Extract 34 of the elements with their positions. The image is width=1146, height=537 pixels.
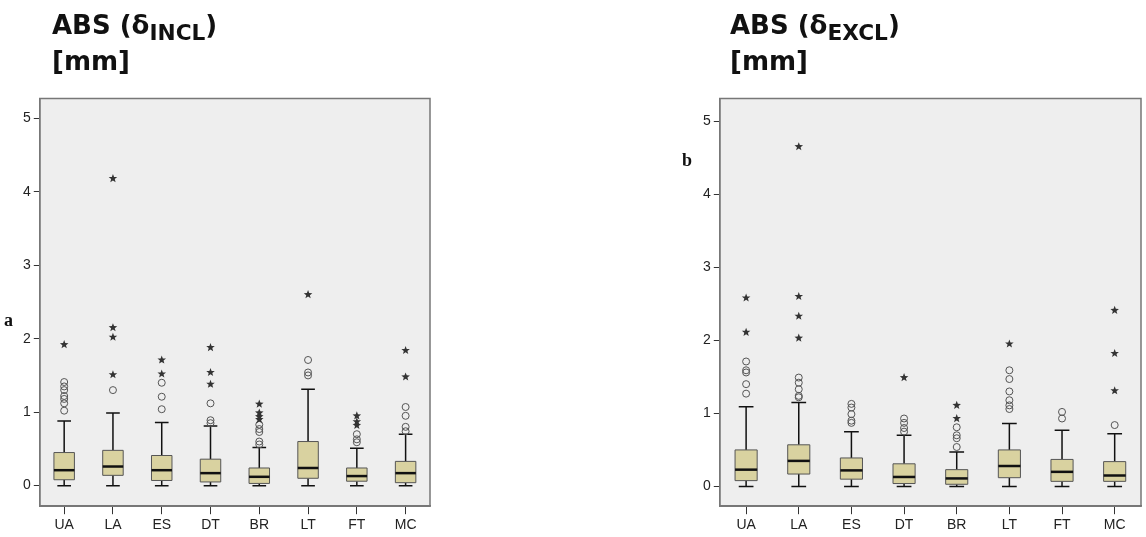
chart-subtitle: [mm]: [730, 45, 808, 78]
x-tick-label: LT: [1001, 516, 1018, 533]
y-tick-label: 1: [702, 404, 711, 421]
x-tick-label: FT: [348, 516, 366, 533]
chart-title: ABS (δ$_{INCL}$): [52, 10, 218, 46]
x-tick-label: FT: [1053, 516, 1072, 533]
x-tick-label: LT: [300, 516, 317, 533]
y-tick-label: 4: [22, 182, 31, 199]
x-tick-label: BR: [249, 516, 270, 533]
x-tick-label: LA: [104, 516, 123, 533]
x-tick-label: LA: [790, 516, 808, 533]
chart-title: ABS (δ$_{EXCL}$): [730, 10, 900, 46]
x-tick-label: BR: [946, 516, 967, 533]
x-tick-label: ES: [152, 516, 172, 533]
y-tick-label: 2: [22, 329, 31, 346]
y-tick-label: 1: [22, 403, 31, 420]
y-tick-label: 3: [22, 256, 31, 273]
x-tick-label: ES: [842, 516, 861, 533]
y-tick-label: 3: [702, 258, 711, 275]
x-tick-label: DT: [894, 516, 914, 533]
x-tick-label: MC: [1103, 516, 1126, 533]
y-tick-label: 5: [22, 109, 31, 126]
y-tick-label: 0: [702, 477, 711, 494]
y-tick-label: 0: [22, 476, 31, 493]
x-tick-label: UA: [736, 516, 757, 533]
x-tick-label: MC: [394, 516, 417, 533]
y-tick-label: 2: [702, 331, 711, 348]
text: a: [4, 310, 13, 331]
x-tick-label: DT: [201, 516, 221, 533]
y-tick-label: 4: [702, 185, 711, 201]
y-tick-label: 5: [702, 111, 711, 128]
x-tick-label: UA: [54, 516, 75, 533]
text: b: [682, 150, 693, 171]
chart-subtitle: [mm]: [52, 45, 130, 78]
